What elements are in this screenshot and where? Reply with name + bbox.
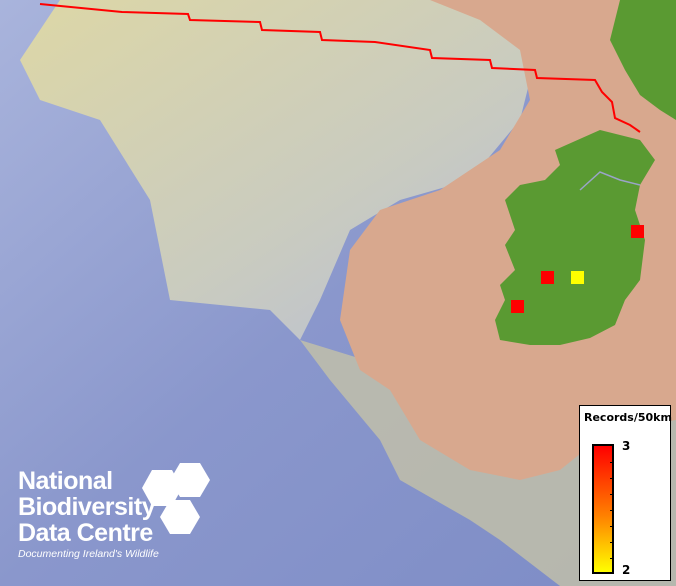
- eez-boundary: [39, 3, 641, 133]
- nbdc-logo: National Biodiversity Data Centre Docume…: [18, 468, 159, 560]
- ireland-landmass: [495, 130, 655, 345]
- legend-max-label: 3: [622, 439, 631, 453]
- logo-line-1: National: [18, 467, 113, 495]
- great-britain-landmass: [610, 0, 676, 120]
- logo-tagline: Documenting Ireland's Wildlife: [18, 548, 159, 560]
- logo-line-2: Biodiversity: [18, 493, 156, 521]
- record-square[interactable]: [571, 271, 584, 284]
- legend: Records/50km 3 2: [579, 405, 672, 581]
- record-square[interactable]: [631, 225, 644, 238]
- legend-min-label: 2: [622, 563, 631, 577]
- logo-line-3: Data Centre: [18, 519, 153, 547]
- record-square[interactable]: [511, 300, 524, 313]
- legend-title: Records/50km: [584, 411, 672, 424]
- record-square[interactable]: [541, 271, 554, 284]
- continental-shelf: [20, 0, 540, 340]
- logo-hexagons-icon: [142, 463, 210, 534]
- legend-color-bar: [592, 444, 614, 574]
- shallow-shelf: [340, 0, 676, 480]
- border-line: [579, 171, 641, 191]
